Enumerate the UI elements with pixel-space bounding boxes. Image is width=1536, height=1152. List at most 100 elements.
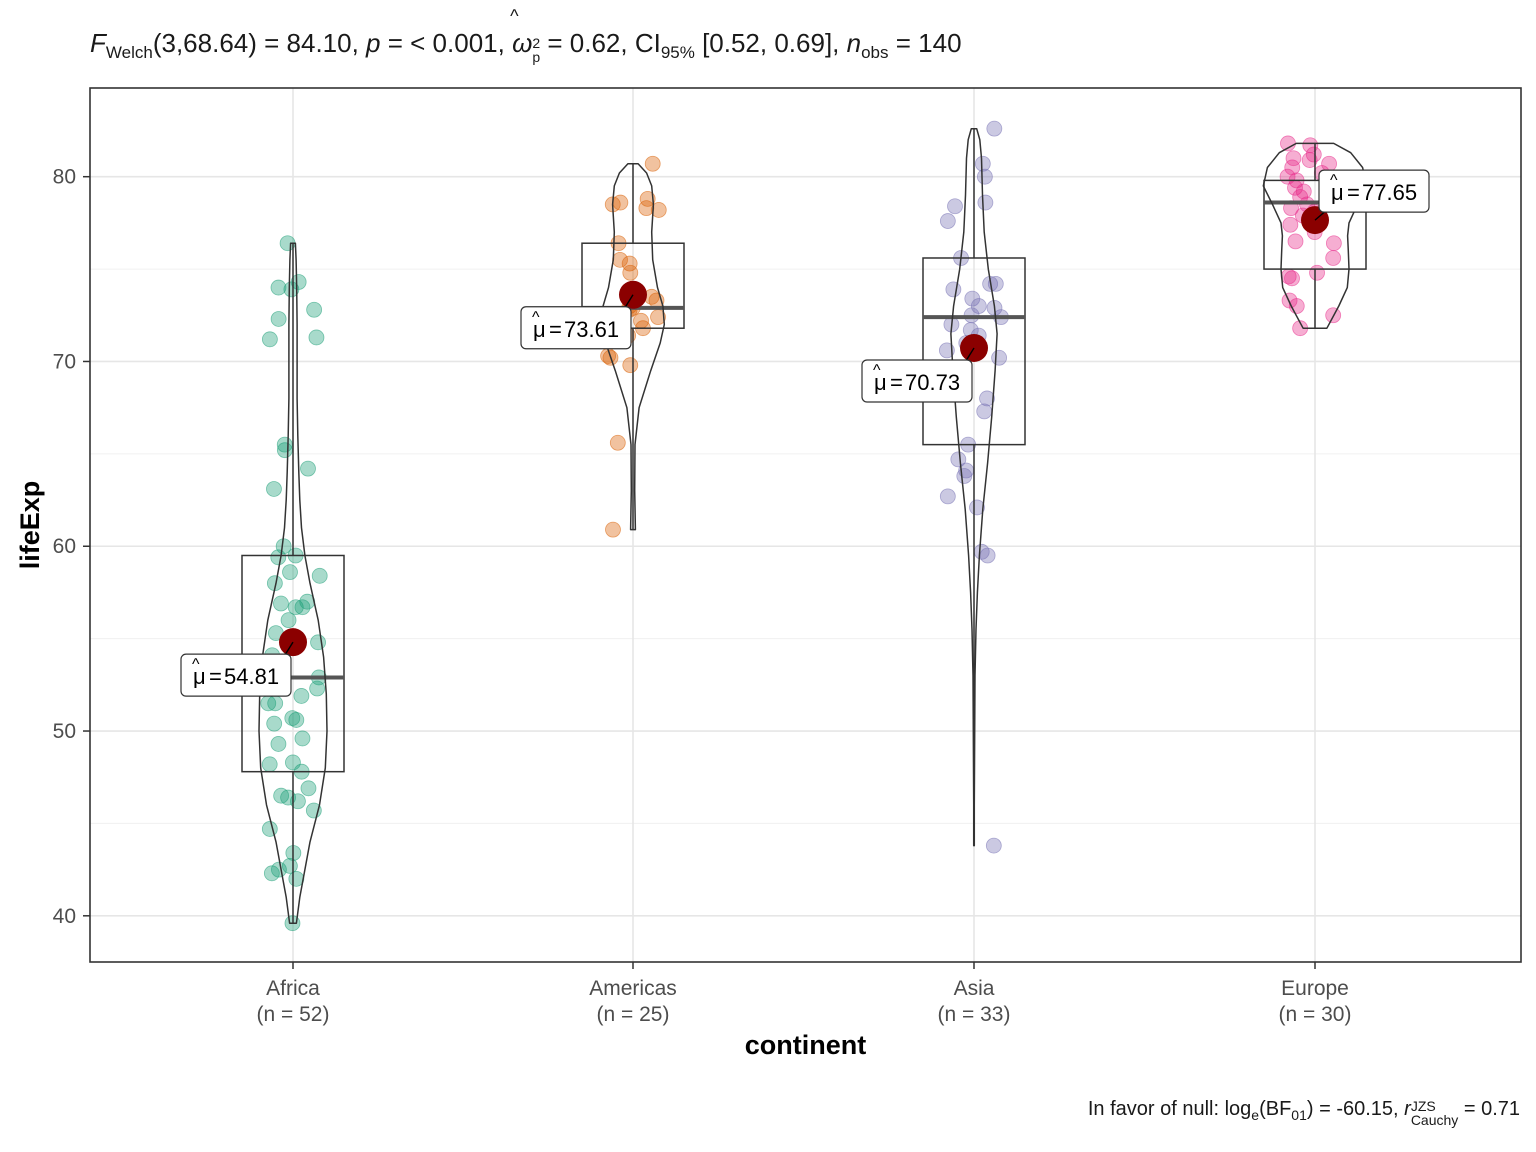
data-point [276,436,293,453]
mean-label-hat: ^ [192,656,200,673]
p-value: = < 0.001, [380,28,513,58]
x-tick-count: (n = 52) [257,1003,330,1026]
data-point [985,837,1002,854]
caption-bf-sub: 01 [1291,1107,1307,1123]
chart-title: FWelch(3,68.64) = 84.10, p = < 0.001, ^ ω… [90,6,962,64]
data-point [263,865,280,882]
mean-label-value: 70.73 [905,370,960,395]
caption-prefix: In favor of null: log [1087,1098,1252,1120]
data-point [1280,268,1297,285]
data-point [1305,146,1322,163]
mean-label-equals: = [1347,180,1360,205]
mean-label-symbol: μ [874,370,887,395]
data-point [300,780,317,797]
violin [600,163,666,531]
x-tick-label: Asia [954,977,995,1000]
data-point [280,612,297,629]
data-point [290,274,307,290]
effect-symbol: ^ ω [510,6,532,59]
caption-r-sub: Cauchy [1410,1112,1459,1128]
y-tick-label: 70 [53,350,76,373]
x-tick-label: Africa [266,977,320,1000]
mean-label-symbol: μ [193,664,206,689]
data-point [1295,183,1312,200]
mean-label-box [180,653,292,697]
data-point [939,213,956,229]
violin [258,242,328,924]
effect-sub: p [532,49,541,65]
stat-args: (3,68.64) = 84.10, [152,28,367,58]
violin [1262,142,1368,329]
data-point [293,688,310,704]
mean-label-symbol: μ [533,317,546,342]
data-point [1321,155,1337,172]
data-point [308,329,325,346]
effect-hat: ^ [510,6,519,26]
data-point [266,481,282,497]
data-point [287,599,304,616]
data-point [273,787,290,804]
data-point [306,301,323,318]
data-point [650,202,667,218]
data-point [1309,264,1325,281]
x-tick-count: (n = 25) [597,1003,670,1026]
data-point [261,821,278,837]
ci-label: CI [634,28,661,58]
data-point [261,331,278,348]
data-point [290,793,306,810]
mean-label-value: 54.81 [224,664,279,689]
panel-border [89,87,1522,963]
stat-sub: Welch [105,43,153,62]
data-point [633,312,649,329]
caption-bf: (BF [1259,1098,1292,1120]
mean-label-box [520,306,632,350]
x-tick-label: Americas [589,977,677,1000]
data-point [612,251,628,268]
data-point [977,194,994,211]
data-point [266,715,283,732]
data-point [1325,250,1342,266]
x-tick-count: (n = 33) [938,1003,1011,1026]
data-point [1302,137,1319,154]
data-point [612,194,629,211]
data-point [945,281,962,298]
mean-label-box [861,359,973,403]
data-point [273,595,289,612]
data-point [969,499,985,516]
n-value: = 140 [888,28,962,58]
n-sub: obs [861,43,889,62]
data-point [310,634,326,651]
data-point [270,311,287,327]
mean-label-hat: ^ [532,309,540,326]
group-europe: μ^ = 77.65 Europe (n = 30) [1262,135,1430,1026]
data-point [986,120,1003,137]
data-point [1287,233,1304,250]
effect-sup: 2 [532,35,541,51]
caption-log-sub: e [1251,1107,1260,1123]
data-point [950,451,967,468]
data-point [605,521,621,538]
caption-r-symbol: r [1404,1098,1411,1120]
ci-sub: 95% [660,43,695,62]
mean-label-equals: = [549,317,562,342]
data-point [621,255,638,272]
data-point [938,342,955,359]
ci-value: [0.52, 0.69], [694,28,847,58]
y-axis-title: lifeExp [15,481,45,570]
mean-label-symbol: μ [1331,180,1344,205]
data-point [260,695,277,712]
data-point [991,349,1008,366]
p-label: p [366,28,381,58]
data-point [979,390,995,407]
data-point [1325,235,1342,252]
y-tick-label: 50 [53,720,76,743]
data-point [973,543,990,560]
mean-label-value: 73.61 [564,317,619,342]
y-tick-label: 80 [53,166,76,189]
data-point [609,434,626,451]
group-asia: μ^ = 70.73 Asia (n = 33) [861,120,1026,1026]
data-point [939,488,956,505]
